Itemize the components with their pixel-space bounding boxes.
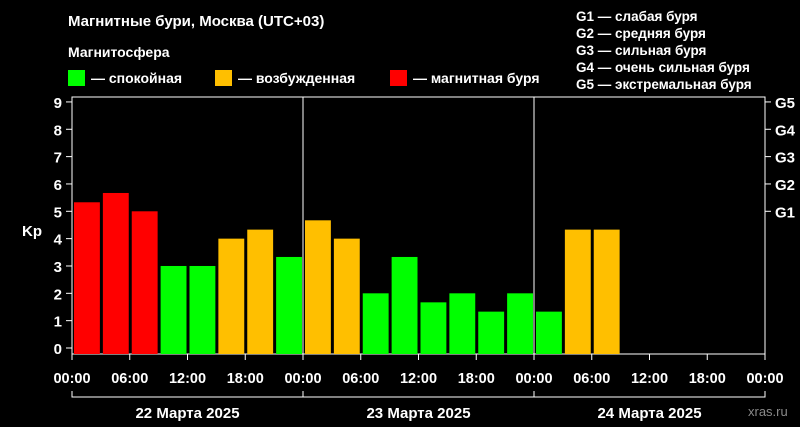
- legend-label: — спокойная: [91, 70, 182, 86]
- x-tick-label: 18:00: [227, 371, 264, 387]
- legend-label: — магнитная буря: [413, 70, 540, 86]
- kp-bar: [449, 293, 476, 354]
- day-bracket: [533, 391, 766, 398]
- y-tick-label: 3: [54, 259, 62, 276]
- x-tick-label: 12:00: [631, 371, 668, 387]
- x-tick-label: 00:00: [53, 371, 90, 387]
- y-tick-label: 0: [54, 341, 62, 358]
- kp-bar: [102, 192, 129, 354]
- legend: — спокойная — возбужденная — магнитная бур…: [68, 70, 540, 86]
- day-label: 24 Марта 2025: [597, 405, 701, 422]
- y-tick-label: 4: [54, 232, 63, 249]
- y-tick-label: 1: [54, 314, 62, 331]
- kp-bar: [507, 293, 533, 354]
- y-tick-label: 2: [54, 286, 62, 303]
- legend-swatch: [68, 70, 85, 86]
- g-axis: G1 G2 G3 G4 G5: [765, 95, 796, 221]
- x-tick-label: 00:00: [746, 371, 783, 387]
- bars: [74, 192, 620, 354]
- kp-bar: [564, 229, 591, 354]
- x-tick-label: 12:00: [169, 371, 206, 387]
- g-tick-label: G4: [775, 122, 796, 139]
- watermark: xras.ru: [748, 404, 788, 419]
- kp-bar: [305, 220, 331, 354]
- kp-bar: [189, 265, 216, 354]
- y-tick-label: 9: [54, 95, 62, 112]
- kp-bar: [218, 238, 245, 354]
- kp-bar: [391, 256, 418, 354]
- day-label: 23 Марта 2025: [366, 405, 470, 422]
- y-tick-label: 8: [54, 122, 62, 139]
- day-label: 22 Марта 2025: [135, 405, 239, 422]
- chart-title: Магнитные бури, Москва (UTC+03): [68, 13, 324, 30]
- day-bracket: [302, 391, 535, 398]
- y-tick-label: 5: [54, 204, 62, 221]
- kp-bar: [593, 229, 620, 354]
- y-tick-label: 7: [54, 150, 62, 167]
- kp-bar: [74, 202, 100, 354]
- kp-bar: [247, 229, 274, 354]
- x-tick-label: 12:00: [400, 371, 437, 387]
- kp-bar: [160, 265, 187, 354]
- kp-bar: [333, 238, 360, 354]
- g-tick-label: G3: [775, 150, 795, 167]
- kp-bar: [478, 311, 505, 354]
- kp-bar: [536, 311, 562, 354]
- kp-bar: [420, 302, 447, 354]
- legend-swatch: [215, 70, 232, 86]
- day-bracket: [71, 391, 304, 398]
- x-axis: 00:00 06:00 12:00 18:00 00:00 06:00 12:00 18:00…: [53, 354, 784, 422]
- g-tick-label: G5: [775, 95, 795, 112]
- g-scale-item: G1 — слабая буря: [576, 9, 698, 24]
- legend-swatch: [390, 70, 407, 86]
- y-tick-label: 6: [54, 177, 62, 194]
- x-tick-label: 00:00: [284, 371, 321, 387]
- x-tick-label: 00:00: [515, 371, 552, 387]
- kp-bar: [362, 293, 389, 354]
- g-scale-item: G2 — средняя буря: [576, 26, 706, 41]
- x-tick-label: 06:00: [342, 371, 379, 387]
- g-scale-item: G4 — очень сильная буря: [576, 60, 750, 75]
- g-scale-item: G3 — сильная буря: [576, 43, 706, 58]
- g-tick-label: G2: [775, 177, 795, 194]
- kp-bar: [131, 211, 158, 354]
- g-tick-label: G1: [775, 204, 795, 221]
- x-tick-label: 18:00: [458, 371, 495, 387]
- g-scale-item: G5 — экстремальная буря: [576, 77, 752, 92]
- y-axis: 0 1 2 3 4 5 6 7 8 9: [54, 95, 72, 358]
- g-scale-legend: G1 — слабая буря G2 — средняя буря G3 — си…: [576, 9, 752, 92]
- kp-bar: [276, 256, 302, 354]
- legend-label: — возбужденная: [238, 70, 355, 86]
- x-tick-label: 06:00: [573, 371, 610, 387]
- x-tick-label: 18:00: [689, 371, 726, 387]
- x-tick-label: 06:00: [111, 371, 148, 387]
- legend-title: Магнитосфера: [68, 44, 170, 60]
- y-axis-label: Kp: [22, 223, 42, 240]
